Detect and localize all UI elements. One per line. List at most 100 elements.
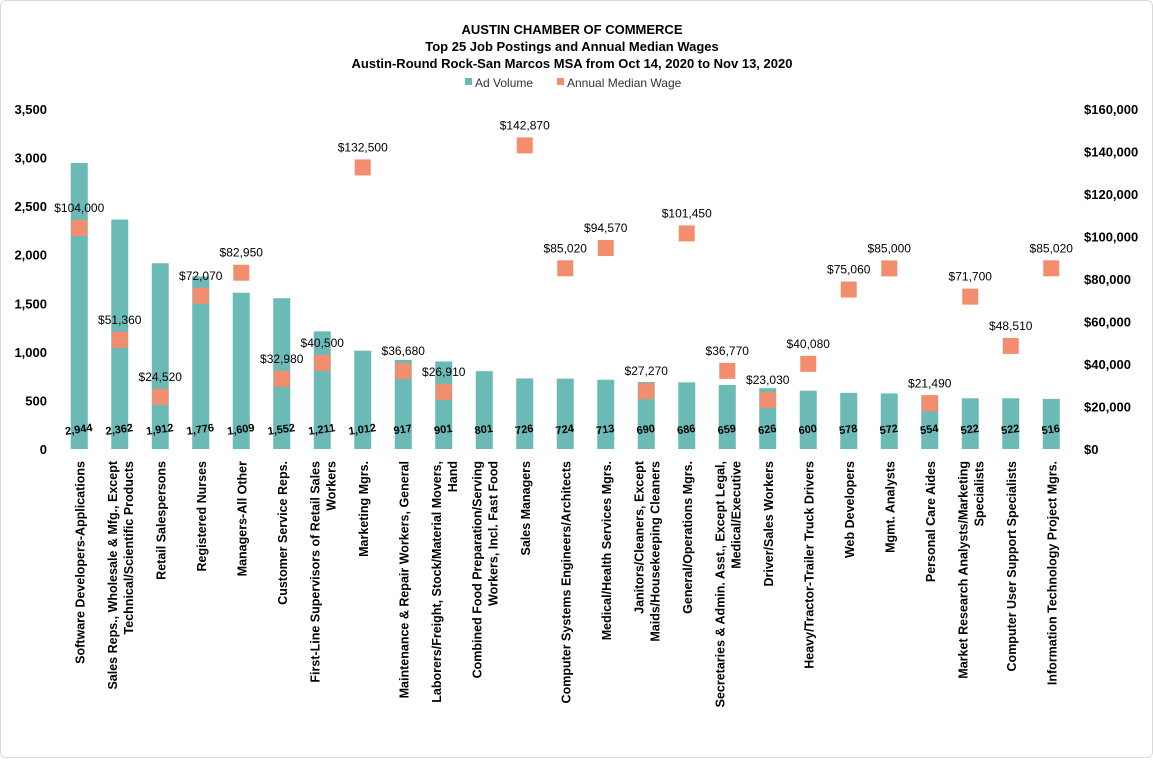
right-axis-tick-label: $20,000 <box>1084 400 1131 415</box>
wage-value-label: $24,520 <box>139 370 183 384</box>
category-label: Retail Salespersons <box>154 461 168 580</box>
wage-value-label: $85,000 <box>868 241 912 255</box>
category-label: Maintenance & Repair Workers, General <box>397 461 411 698</box>
wage-marker <box>233 264 250 281</box>
bar-value-label: 726 <box>514 423 534 437</box>
left-axis-tick-label: 0 <box>40 442 47 457</box>
bar-value-label: 686 <box>676 423 696 437</box>
bar <box>394 359 412 449</box>
chart-subtitle-2: Austin-Round Rock-San Marcos MSA from Oc… <box>352 56 793 71</box>
left-axis-tick-label: 3,500 <box>14 102 47 117</box>
category-label-line: Technical/Scientific Products <box>122 461 136 634</box>
wage-marker <box>557 260 574 277</box>
bar-value-label: 901 <box>433 423 453 437</box>
wage-value-label: $82,950 <box>220 246 264 260</box>
bar <box>354 350 372 449</box>
bar <box>718 384 736 449</box>
wage-value-label: $94,570 <box>584 221 628 235</box>
wage-marker <box>273 370 290 387</box>
wage-value-label: $21,490 <box>908 376 952 390</box>
wage-marker <box>516 137 533 154</box>
category-label-line: Laborers/Freight, Stock/Material Movers, <box>430 461 444 703</box>
bar-value-label: 1,912 <box>145 422 174 438</box>
right-axis-tick-label: $100,000 <box>1084 230 1138 245</box>
category-label-line: Registered Nurses <box>195 461 209 572</box>
category-label-line: Information Technology Project Mgrs. <box>1045 461 1059 685</box>
bar-value-label: 2,944 <box>64 422 94 438</box>
category-label-line: Maintenance & Repair Workers, General <box>397 461 411 698</box>
chart-title: AUSTIN CHAMBER OF COMMERCE <box>462 22 683 37</box>
bar-value-label: 522 <box>960 423 980 437</box>
category-label-line: General/Operations Mgrs. <box>681 461 695 614</box>
left-axis-tick-label: 1,000 <box>14 345 47 360</box>
category-label: Laborers/Freight, Stock/Material Movers,… <box>430 461 460 703</box>
legend: Ad Volume Annual Median Wage <box>465 76 682 90</box>
wage-value-label: $132,500 <box>338 140 388 154</box>
wage-marker <box>152 388 169 405</box>
bar <box>840 392 858 449</box>
category-label-line: Medical/Health Services Mgrs. <box>600 461 614 640</box>
category-label: Driver/Sales Workers <box>762 461 776 587</box>
category-label-line: Driver/Sales Workers <box>762 461 776 587</box>
wage-marker <box>71 220 88 236</box>
wage-value-label: $27,270 <box>625 364 669 378</box>
category-label: Janitors/Cleaners, Except Maids/Housekeep… <box>632 460 662 641</box>
bar <box>516 378 534 449</box>
wage-value-label: $26,910 <box>422 365 466 379</box>
category-label-line: Marketing Mgrs. <box>357 461 371 557</box>
bar-value-label: 578 <box>838 423 858 437</box>
right-axis-tick-label: $0 <box>1084 442 1098 457</box>
left-axis-tick-label: 1,500 <box>14 296 47 311</box>
category-label: Information Technology Project Mgrs. <box>1045 461 1059 685</box>
bar-value-label: 522 <box>1000 423 1020 437</box>
bar-value-label: 690 <box>636 423 656 437</box>
category-label: Market Research Analysts/Marketing Specia… <box>956 461 986 679</box>
category-label-line: Computer User Support Specialists <box>1005 461 1019 672</box>
wage-marker <box>111 331 128 348</box>
wage-marker <box>354 159 371 176</box>
bar-value-label: 1,609 <box>226 422 255 438</box>
bar <box>1042 398 1060 449</box>
category-label-line: Workers <box>324 461 338 511</box>
category-label-line: Personal Care Aides <box>924 461 938 582</box>
legend-swatch-median-wage <box>557 78 564 85</box>
bar <box>232 292 250 449</box>
category-label-line: Customer Service Reps. <box>276 461 290 605</box>
bar-value-label: 2,362 <box>105 422 134 438</box>
category-label-line: Medical/Executive <box>729 461 743 569</box>
legend-swatch-ad-volume <box>465 78 472 85</box>
right-axis-tick-label: $40,000 <box>1084 357 1131 372</box>
wage-marker <box>921 395 938 412</box>
category-label-line: Web Developers <box>843 461 857 558</box>
bar-value-label: 1,552 <box>267 422 296 438</box>
category-label-line: Retail Salespersons <box>154 461 168 580</box>
right-axis-tick-label: $160,000 <box>1084 102 1138 117</box>
wage-value-label: $40,500 <box>301 336 345 350</box>
bar <box>192 276 210 449</box>
category-label: Sales Managers <box>519 461 533 556</box>
category-label-line: Janitors/Cleaners, Except <box>632 460 646 614</box>
legend-label-ad-volume: Ad Volume <box>475 76 533 90</box>
bar-value-label: 600 <box>798 423 818 437</box>
wage-value-label: $40,080 <box>787 337 831 351</box>
wage-value-label: $104,000 <box>54 201 104 215</box>
bar <box>961 398 979 449</box>
right-axis-tick-label: $60,000 <box>1084 315 1131 330</box>
bar-value-label: 1,211 <box>308 422 336 438</box>
bar-value-label: 1,776 <box>186 422 215 438</box>
category-label: Combined Food Preparation/Serving Workers… <box>470 461 500 678</box>
category-label: Personal Care Aides <box>924 461 938 582</box>
bar-value-label: 801 <box>474 423 494 437</box>
wage-marker <box>962 288 979 305</box>
wage-marker <box>678 225 695 242</box>
bar-value-label: 626 <box>757 423 777 437</box>
category-label: General/Operations Mgrs. <box>681 461 695 614</box>
chart-subtitle: Top 25 Job Postings and Annual Median Wa… <box>425 39 719 54</box>
wage-value-label: $51,360 <box>98 313 142 327</box>
category-label-line: Specialists <box>972 461 986 526</box>
category-label-line: Maids/Housekeeping Cleaners <box>648 461 662 642</box>
category-label: Web Developers <box>843 461 857 558</box>
bar <box>880 393 898 449</box>
marker-value-labels: $104,000 $51,360 $24,520 $72,070 $82,950 $32,… <box>54 118 1073 390</box>
